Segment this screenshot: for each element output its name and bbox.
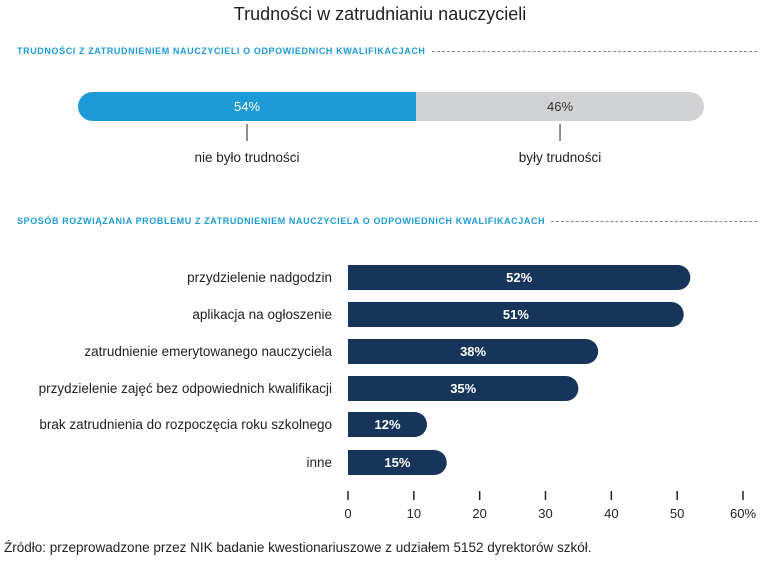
divider xyxy=(551,220,757,222)
category-label: nie było trudności xyxy=(194,150,299,165)
section-title-text: SPOSÓB ROZWIĄZANIA PROBLEMU Z ZATRUDNIEN… xyxy=(17,216,546,226)
category-label: inne xyxy=(306,455,332,470)
x-tick-label: 10 xyxy=(407,506,421,521)
data-label: 15% xyxy=(384,455,410,470)
bar xyxy=(348,376,579,401)
x-tick-label: 30 xyxy=(538,506,552,521)
section-title-text: TRUDNOŚCI Z ZATRUDNIENIEM NAUCZYCIELI O … xyxy=(17,46,426,56)
category-label: były trudności xyxy=(519,150,602,165)
data-label: 38% xyxy=(460,344,486,359)
data-label: 12% xyxy=(374,417,400,432)
category-label: brak zatrudnienia do rozpoczęcia roku sz… xyxy=(39,417,332,432)
category-label: przydzielenie zajęć bez odpowiednich kwa… xyxy=(39,381,332,396)
chart: 54% nie było trudności 46% były trudności 52… xyxy=(39,92,756,521)
data-label: 35% xyxy=(450,381,476,396)
x-tick-label: 20 xyxy=(472,506,486,521)
page-title: Trudności w zatrudnianiu nauczycieli xyxy=(233,4,527,24)
category-label: zatrudnienie emerytowanego nauczyciela xyxy=(84,344,332,359)
category-label: przydzielenie nadgodzin xyxy=(187,270,332,285)
category-label: aplikacja na ogłoszenie xyxy=(192,307,332,322)
bar xyxy=(348,412,427,437)
data-label: 52% xyxy=(506,270,532,285)
bar xyxy=(348,302,684,327)
source-note: Źródło: przeprowadzone przez NIK badanie… xyxy=(4,540,592,555)
x-tick-label: 60% xyxy=(730,506,756,521)
bar xyxy=(348,265,691,290)
bar-segment-0 xyxy=(78,92,417,121)
section-title-2: SPOSÓB ROZWIĄZANIA PROBLEMU Z ZATRUDNIEN… xyxy=(17,216,757,226)
data-label: 46% xyxy=(547,99,573,114)
bar xyxy=(348,339,599,364)
section-title-1: TRUDNOŚCI Z ZATRUDNIENIEM NAUCZYCIELI O … xyxy=(17,46,757,56)
x-tick-label: 50 xyxy=(670,506,684,521)
x-tick-label: 40 xyxy=(604,506,618,521)
data-label: 51% xyxy=(503,307,529,322)
x-tick-label: 0 xyxy=(344,506,351,521)
divider xyxy=(431,50,757,52)
bar xyxy=(348,450,447,475)
data-label: 54% xyxy=(234,99,260,114)
